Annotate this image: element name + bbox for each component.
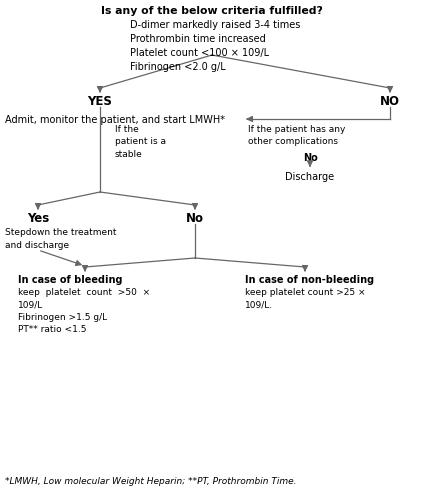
Text: If the
patient is a
stable: If the patient is a stable — [115, 125, 166, 159]
Text: No: No — [186, 212, 204, 225]
Text: Yes: Yes — [27, 212, 49, 225]
Text: keep  platelet  count  >50  ×
109/L
Fibrinogen >1.5 g/L
PT** ratio <1.5: keep platelet count >50 × 109/L Fibrinog… — [18, 288, 150, 335]
Text: If the patient has any
other complications: If the patient has any other complicatio… — [248, 125, 346, 146]
Text: Stepdown the treatment
and discharge: Stepdown the treatment and discharge — [5, 228, 117, 250]
Text: keep platelet count >25 ×
109/L.: keep platelet count >25 × 109/L. — [245, 288, 365, 310]
Text: Is any of the below criteria fulfilled?: Is any of the below criteria fulfilled? — [101, 6, 323, 16]
Text: *LMWH, Low molecular Weight Heparin; **PT, Prothrombin Time.: *LMWH, Low molecular Weight Heparin; **P… — [5, 477, 296, 486]
Text: YES: YES — [88, 95, 112, 108]
Text: D-dimer markedly raised 3-4 times
Prothrombin time increased
Platelet count <100: D-dimer markedly raised 3-4 times Prothr… — [130, 20, 300, 72]
Text: No: No — [303, 153, 318, 163]
Text: Discharge: Discharge — [285, 172, 335, 182]
Text: In case of non-bleeding: In case of non-bleeding — [245, 275, 374, 285]
Text: NO: NO — [380, 95, 400, 108]
Text: In case of bleeding: In case of bleeding — [18, 275, 123, 285]
Text: Admit, monitor the patient, and start LMWH*: Admit, monitor the patient, and start LM… — [5, 115, 225, 125]
